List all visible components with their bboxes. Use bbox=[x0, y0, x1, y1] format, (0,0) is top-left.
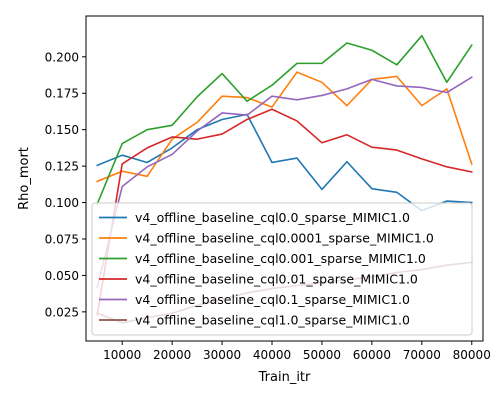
y-axis-label: Rho_mort bbox=[17, 147, 32, 210]
x-tick-label: 50000 bbox=[303, 348, 341, 362]
x-tick-label: 30000 bbox=[203, 348, 241, 362]
legend-label-3: v4_offline_baseline_cql0.01_sparse_MIMIC… bbox=[135, 272, 418, 287]
legend-box bbox=[91, 202, 473, 336]
x-tick-label: 60000 bbox=[353, 348, 391, 362]
x-axis: 10000 20000 30000 40000 50000 60000 70000 80000 bbox=[103, 341, 491, 362]
series-line-0 bbox=[96, 113, 473, 212]
x-tick-label: 80000 bbox=[453, 348, 491, 362]
series-line-4 bbox=[96, 76, 473, 289]
legend-label-1: v4_offline_baseline_cql0.0001_sparse_MIM… bbox=[135, 231, 434, 246]
series-line-1 bbox=[96, 71, 473, 183]
x-axis-label: Train_itr bbox=[258, 370, 311, 385]
x-tick-label: 20000 bbox=[153, 348, 191, 362]
y-tick-label: 0.150 bbox=[45, 123, 79, 137]
legend-label-5: v4_offline_baseline_cql1.0_sparse_MIMIC1… bbox=[135, 313, 410, 328]
y-tick-label: 0.025 bbox=[45, 305, 79, 319]
series-line-2 bbox=[96, 34, 473, 206]
y-tick-label: 0.125 bbox=[45, 160, 79, 174]
y-tick-label: 0.050 bbox=[45, 269, 79, 283]
legend-label-0: v4_offline_baseline_cql0.0_sparse_MIMIC1… bbox=[135, 210, 410, 225]
x-tick-label: 70000 bbox=[403, 348, 441, 362]
legend-label-4: v4_offline_baseline_cql0.1_sparse_MIMIC1… bbox=[135, 292, 410, 307]
y-axis: 0.025 0.050 0.075 0.100 0.125 0.150 0.175 0.200 bbox=[45, 50, 86, 319]
x-tick-label: 40000 bbox=[253, 348, 291, 362]
plot-frame bbox=[85, 15, 484, 342]
y-tick-label: 0.175 bbox=[45, 87, 79, 101]
y-tick-label: 0.200 bbox=[45, 50, 79, 64]
legend-label-2: v4_offline_baseline_cql0.001_sparse_MIMI… bbox=[135, 251, 426, 266]
y-tick-label: 0.100 bbox=[45, 196, 79, 210]
series-line-3 bbox=[96, 108, 473, 316]
y-tick-label: 0.075 bbox=[45, 232, 79, 246]
legend: v4_offline_baseline_cql0.0_sparse_MIMIC1… bbox=[91, 202, 473, 336]
x-tick-label: 10000 bbox=[103, 348, 141, 362]
